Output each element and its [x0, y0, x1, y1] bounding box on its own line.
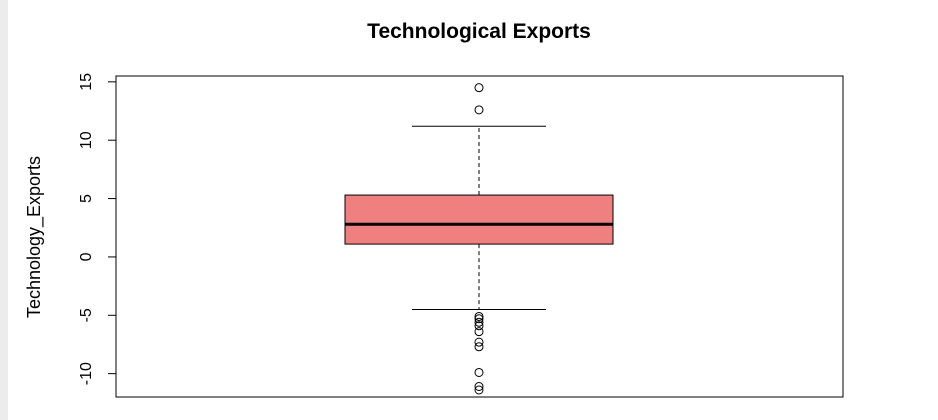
y-tick-label: 0 [78, 252, 95, 261]
outlier-point [474, 314, 484, 324]
y-tick-label: 15 [78, 73, 95, 91]
y-axis-label: Technology_Exports [24, 156, 45, 318]
outlier-points [474, 83, 484, 395]
window-edge [0, 0, 8, 420]
interquartile-box [344, 194, 614, 245]
box-plot [344, 125, 614, 310]
outlier-point [474, 321, 484, 331]
outlier-point [474, 381, 484, 391]
outlier-point [474, 385, 484, 395]
outlier-point [474, 317, 484, 327]
y-tick-label: 5 [78, 194, 95, 203]
y-axis-ticks: -10 -5 0 5 10 15 [78, 73, 116, 385]
outlier-point [474, 311, 484, 321]
outlier-point [474, 367, 484, 377]
outlier-point [474, 337, 484, 347]
y-tick-label: 10 [78, 131, 95, 149]
outlier-point [474, 83, 484, 93]
chart-title: Technological Exports [367, 20, 591, 43]
outlier-point [474, 342, 484, 352]
y-tick-label: -5 [78, 308, 95, 322]
outlier-point [474, 105, 484, 115]
y-tick-label: -10 [78, 362, 95, 385]
outlier-point [474, 327, 484, 337]
